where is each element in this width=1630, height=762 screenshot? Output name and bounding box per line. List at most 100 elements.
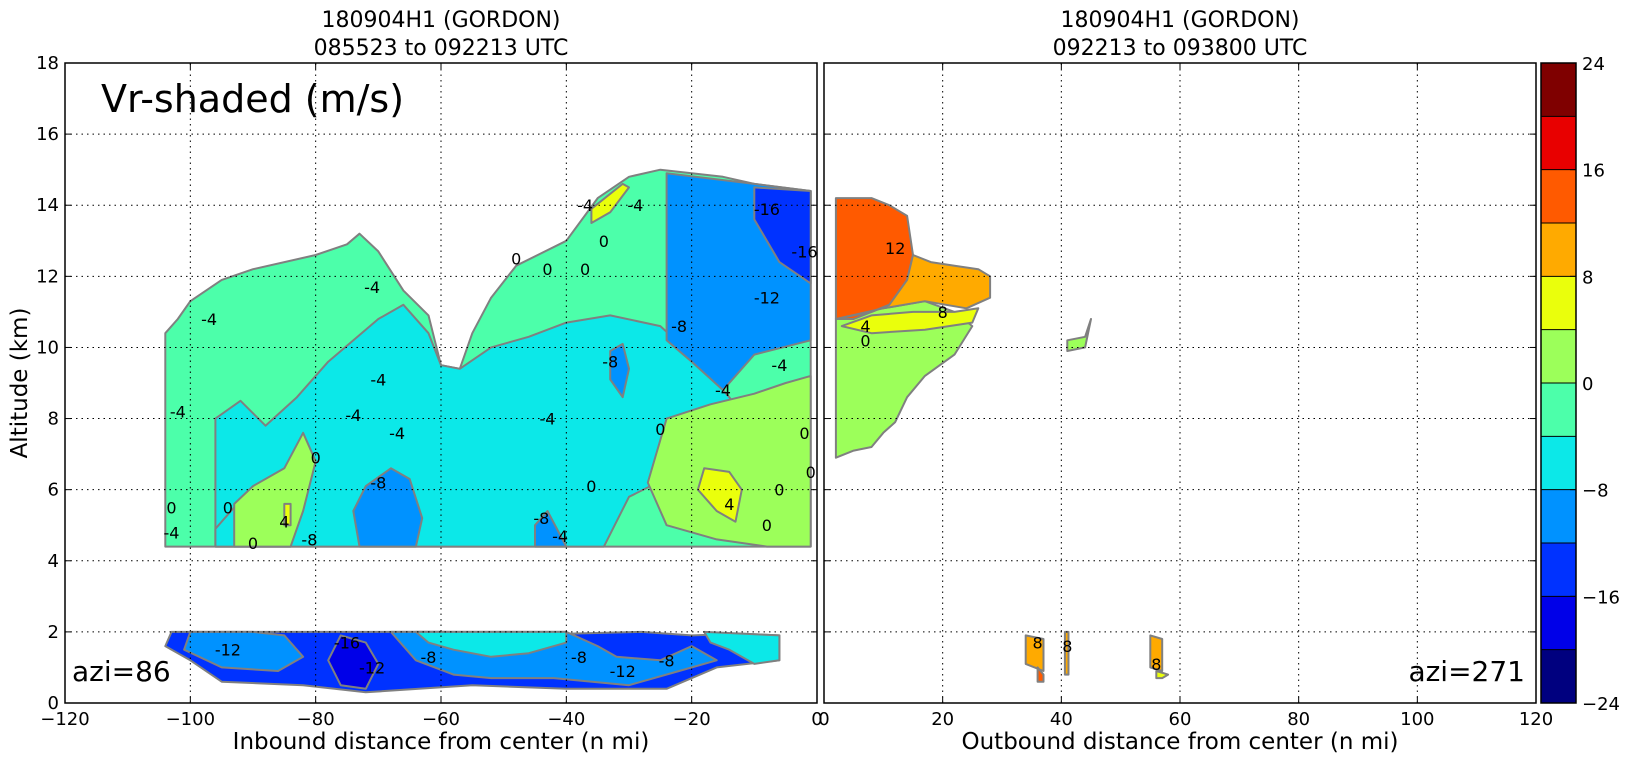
colorbar-tick-label: −8 xyxy=(1582,481,1609,502)
left-contour-label-19: -4 xyxy=(164,523,180,542)
colorbar: −24 −16 −8 0 8 16 24 xyxy=(1540,54,1620,715)
left-x-axis-label: Inbound distance from center (n mi) xyxy=(233,729,650,755)
right-vr-region-8 xyxy=(1149,634,1164,672)
left-contour-label-5: -8 xyxy=(370,474,386,493)
left-contour-label-23: 0 xyxy=(542,260,552,279)
right-title-line2: 092213 to 093800 UTC xyxy=(1053,36,1308,61)
colorbar-tick-label: 8 xyxy=(1582,267,1593,288)
left-contour-label-15: -4 xyxy=(170,402,186,421)
left-contour-label-12: -4 xyxy=(370,370,386,389)
right-azimuth-label: azi=271 xyxy=(1408,655,1525,688)
left-contour-label-27: 0 xyxy=(586,477,596,496)
right-vr-region-4 xyxy=(1066,318,1092,352)
right-x-tick-label: 60 xyxy=(1169,709,1192,730)
left-contour-label-13: -4 xyxy=(345,406,361,425)
left-y-tick-label: 8 xyxy=(48,409,59,430)
left-contour-label-6: -8 xyxy=(301,530,317,549)
left-contour-label-40: -8 xyxy=(421,648,437,667)
left-y-tick-label: 10 xyxy=(36,337,59,358)
colorbar-tick-label: 0 xyxy=(1582,374,1593,395)
right-vr-region-9 xyxy=(1155,670,1170,680)
right-contour-label-5: 8 xyxy=(1062,637,1072,656)
left-vr-region-12 xyxy=(283,502,292,527)
left-vr-region-5 xyxy=(534,510,568,548)
left-contour-label-8: -4 xyxy=(577,196,593,215)
left-contour-label-3: -8 xyxy=(671,317,687,336)
colorbar-bin-5 xyxy=(1541,383,1576,437)
left-azimuth-label: azi=86 xyxy=(72,655,171,688)
left-contour-label-42: -12 xyxy=(610,662,636,681)
left-contour-label-17: -4 xyxy=(715,381,731,400)
left-vr-region-3 xyxy=(352,467,424,548)
left-x-tick-label: 0 xyxy=(811,709,822,730)
left-contour-label-29: 0 xyxy=(223,498,233,517)
right-axis-ticks: 0 20 40 60 80 100 120 xyxy=(818,62,1553,730)
left-x-tick-label: −120 xyxy=(40,709,89,730)
left-contour-label-35: 4 xyxy=(279,513,289,532)
left-x-tick-label: −80 xyxy=(297,709,335,730)
left-contour-label-34: 0 xyxy=(762,516,772,535)
left-vr-field: -16-16-12-8-8-8-8-8-4 -4-4-4-4-4-4-4 -4-4-… xyxy=(164,168,817,694)
colorbar-bin-2 xyxy=(1541,543,1576,597)
right-x-tick-label: 0 xyxy=(818,709,829,730)
left-contour-label-11: -4 xyxy=(364,278,380,297)
colorbar-bin-11 xyxy=(1541,63,1576,117)
left-vr-region-11 xyxy=(590,182,630,224)
right-grid xyxy=(824,63,1536,703)
colorbar-tick-label: −16 xyxy=(1582,587,1620,608)
right-x-tick-label: 40 xyxy=(1050,709,1073,730)
left-contour-label-7: -8 xyxy=(533,509,549,528)
left-y-tick-label: 14 xyxy=(36,195,59,216)
colorbar-bin-4 xyxy=(1541,436,1576,490)
right-vr-region-2 xyxy=(834,254,992,320)
right-contour-label-0: 12 xyxy=(885,239,905,258)
left-contour-label-9: -4 xyxy=(627,196,643,215)
left-contour-label-38: -16 xyxy=(334,634,360,653)
right-x-tick-label: 80 xyxy=(1287,709,1310,730)
right-x-tick-label: 120 xyxy=(1519,709,1553,730)
field-label: Vr-shaded (m/s) xyxy=(101,77,404,121)
left-contour-label-28: 0 xyxy=(166,498,176,517)
right-x-tick-label: 100 xyxy=(1400,709,1434,730)
left-y-tick-label: 4 xyxy=(48,551,59,572)
left-contour-label-36: 4 xyxy=(724,495,734,514)
left-contour-label-21: 0 xyxy=(599,232,609,251)
right-x-axis-label: Outbound distance from center (n mi) xyxy=(962,729,1399,755)
colorbar-tick-label: 24 xyxy=(1582,54,1605,75)
colorbar-bin-3 xyxy=(1541,489,1576,543)
left-contour-label-14: -4 xyxy=(389,424,405,443)
left-contour-label-16: -4 xyxy=(540,410,556,429)
colorbar-bin-6 xyxy=(1541,329,1576,383)
left-vr-region-4 xyxy=(609,342,630,399)
right-vr-region-6 xyxy=(1036,666,1045,683)
left-vr-region-18 xyxy=(327,634,380,690)
left-contour-label-20: -4 xyxy=(552,527,568,546)
left-grid xyxy=(65,63,817,703)
left-contour-label-33: 0 xyxy=(806,463,816,482)
left-y-tick-label: 0 xyxy=(48,693,59,714)
left-y-tick-label: 6 xyxy=(48,480,59,501)
left-x-tick-label: −60 xyxy=(422,709,460,730)
right-contour-label-6: 8 xyxy=(1151,655,1161,674)
left-contour-label-22: 0 xyxy=(511,250,521,269)
right-contour-label-2: 4 xyxy=(860,317,870,336)
left-contour-label-37: -12 xyxy=(215,641,241,660)
left-vr-region-16 xyxy=(414,630,568,658)
left-contour-label-32: 0 xyxy=(799,424,809,443)
colorbar-bin-8 xyxy=(1541,223,1576,277)
left-contour-label-41: -8 xyxy=(571,648,587,667)
colorbar-bin-7 xyxy=(1541,276,1576,330)
left-contour-label-43: -8 xyxy=(659,651,675,670)
left-contour-label-30: 0 xyxy=(248,534,258,553)
left-contour-label-39: -12 xyxy=(359,658,385,677)
left-title-line2: 085523 to 092213 UTC xyxy=(314,36,569,61)
right-vr-region-3 xyxy=(840,307,980,335)
right-contour-label-3: 0 xyxy=(860,331,870,350)
left-y-tick-label: 2 xyxy=(48,622,59,643)
left-y-tick-label: 18 xyxy=(36,53,59,74)
left-contour-label-10: -4 xyxy=(201,310,217,329)
left-x-tick-label: −20 xyxy=(673,709,711,730)
